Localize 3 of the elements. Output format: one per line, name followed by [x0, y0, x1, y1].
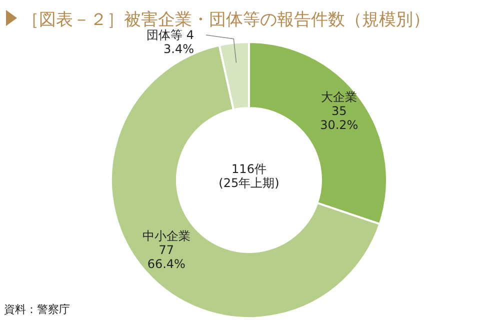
annotation: 資料：警察庁 — [4, 303, 70, 316]
annotation: 116件 (25年上期) — [218, 162, 280, 190]
title: ［図表－２］被害企業・団体等の報告件数（規模別） — [22, 10, 430, 30]
